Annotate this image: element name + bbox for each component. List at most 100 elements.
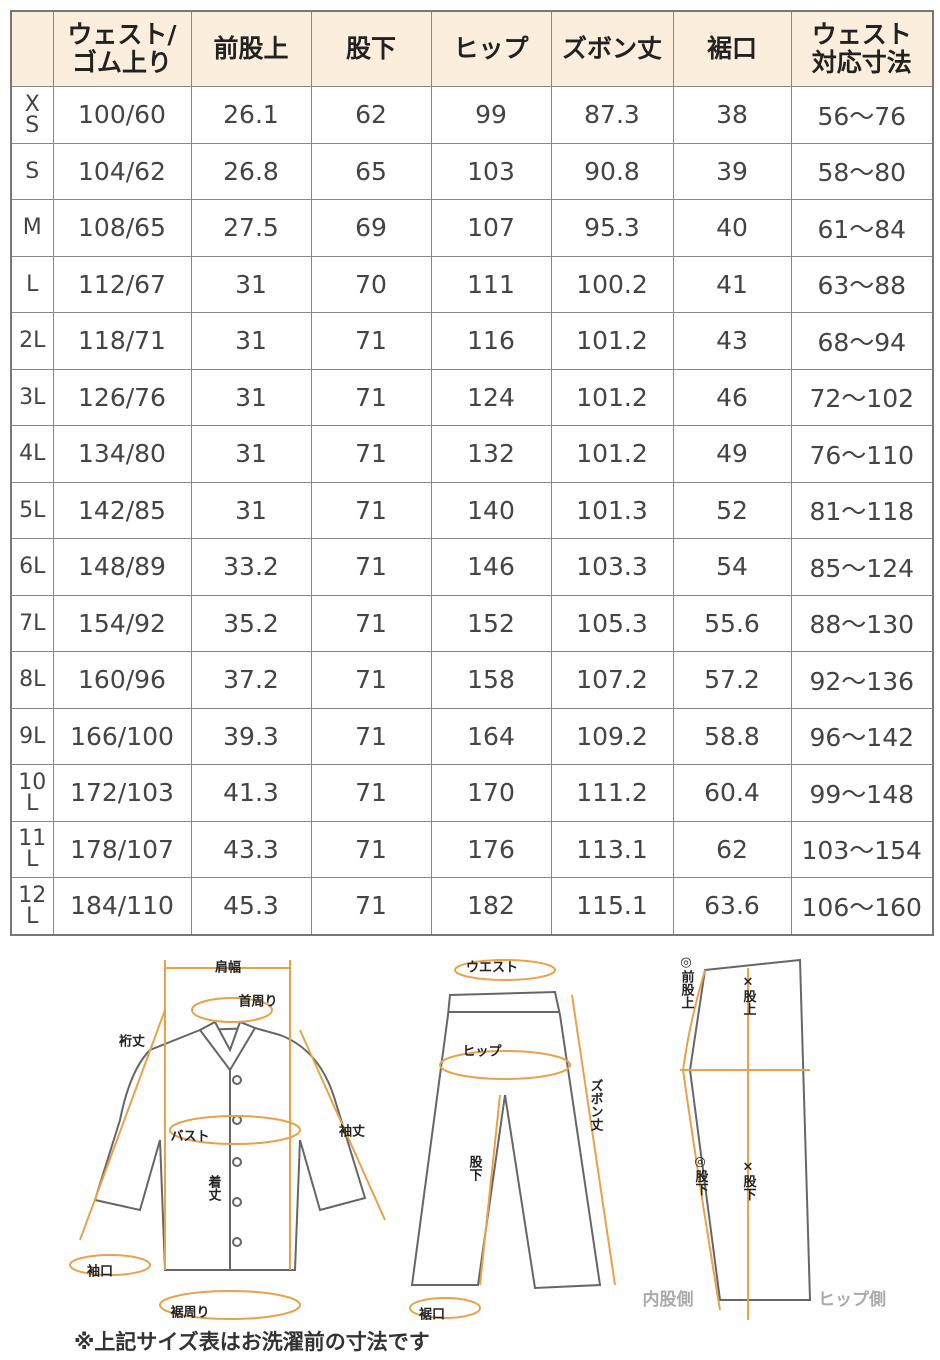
cell: 115.1: [550, 877, 674, 935]
cell: 62: [310, 86, 432, 144]
cell: 164: [430, 707, 552, 765]
cell: 31: [190, 368, 312, 426]
diagram-label: 肩幅: [215, 960, 241, 976]
size-row: 8L 160/96 37.2 71 158 107.2 57.2 92～136: [10, 651, 934, 709]
cell: 111.2: [550, 764, 674, 822]
cell: 160/96: [52, 651, 192, 709]
diagram-label: ヒップ側: [818, 1289, 886, 1310]
cell: 71: [310, 368, 432, 426]
diagram-label: ヒップ: [462, 1045, 502, 1060]
cell: 101.2: [550, 425, 674, 483]
size-label: 8L: [10, 651, 54, 709]
cell: 100.2: [550, 255, 674, 313]
cell: 176: [430, 820, 552, 878]
cell: 71: [310, 764, 432, 822]
size-label: XS: [10, 86, 54, 144]
diagram-label: 着丈: [206, 1174, 223, 1202]
diagram-label: 裄丈: [118, 1034, 145, 1050]
size-label: L: [10, 255, 54, 313]
cell: 43.3: [190, 820, 312, 878]
cell: 178/107: [52, 820, 192, 878]
cell: 108/65: [52, 199, 192, 257]
diagram-label: ×股下: [741, 1160, 757, 1202]
size-label: 2L: [10, 312, 54, 370]
cell: 71: [310, 312, 432, 370]
diagram-label: 裾口: [419, 1307, 445, 1323]
cell: 43: [672, 312, 792, 370]
cell: 55.6: [672, 594, 792, 652]
cell: 90.8: [550, 142, 674, 200]
cell: 63.6: [672, 877, 792, 935]
cell: 92～136: [790, 651, 934, 709]
header-cell: ウェスト 対応寸法: [790, 10, 934, 87]
size-text: 6L: [19, 554, 46, 580]
size-row: 10L 172/103 41.3 71 170 111.2 60.4 99～148: [10, 764, 934, 822]
header-cell: 前股上: [190, 10, 312, 87]
diagram-label: 裾周り: [170, 1305, 209, 1321]
size-row: S 104/62 26.8 65 103 90.8 39 58～80: [10, 142, 934, 200]
cell: 126/76: [52, 368, 192, 426]
size-row: 6L 148/89 33.2 71 146 103.3 54 85～124: [10, 538, 934, 596]
cell: 71: [310, 820, 432, 878]
size-text: 10L: [18, 769, 47, 816]
size-row: 5L 142/85 31 71 140 101.3 52 81～118: [10, 481, 934, 539]
size-text: 2L: [19, 328, 46, 354]
cell: 65: [310, 142, 432, 200]
header-cell: 裾口: [672, 10, 792, 87]
cell: 101.2: [550, 368, 674, 426]
diagram-label: 内股側: [643, 1289, 694, 1310]
diagram-label: ◎前股上: [679, 955, 695, 1009]
cell: 71: [310, 707, 432, 765]
header-row: ウェスト/ ゴム上り 前股上 股下 ヒップ ズボン丈 裾口 ウェスト 対応寸法: [10, 10, 934, 87]
footnote: ※上記サイズ表はお洗濯前の寸法です: [74, 1330, 430, 1354]
header-cell: ズボン丈: [550, 10, 674, 87]
diagram-label: ウエスト: [466, 961, 518, 976]
size-text: 7L: [19, 610, 46, 636]
cell: 31: [190, 312, 312, 370]
cell: 124: [430, 368, 552, 426]
cell: 58～80: [790, 142, 934, 200]
size-row: 7L 154/92 35.2 71 152 105.3 55.6 88～130: [10, 594, 934, 652]
size-label: M: [10, 199, 54, 257]
cell: 56～76: [790, 86, 934, 144]
size-row: XS 100/60 26.1 62 99 87.3 38 56～76: [10, 86, 934, 144]
diagram-label: 袖口: [87, 1264, 113, 1280]
cell: 95.3: [550, 199, 674, 257]
cell: 31: [190, 255, 312, 313]
size-row: 12L 184/110 45.3 71 182 115.1 63.6 106～160: [10, 877, 934, 935]
cell: 109.2: [550, 707, 674, 765]
size-text: 12L: [18, 882, 47, 929]
cell: 26.1: [190, 86, 312, 144]
cell: 142/85: [52, 481, 192, 539]
cell: 118/71: [52, 312, 192, 370]
cell: 45.3: [190, 877, 312, 935]
cell: 35.2: [190, 594, 312, 652]
size-label: 3L: [10, 368, 54, 426]
diagram-label: バスト: [170, 1130, 209, 1145]
cell: 81～118: [790, 481, 934, 539]
cell: 146: [430, 538, 552, 596]
cell: 70: [310, 255, 432, 313]
cell: 71: [310, 425, 432, 483]
size-row: 2L 118/71 31 71 116 101.2 43 68～94: [10, 312, 934, 370]
cell: 39.3: [190, 707, 312, 765]
cell: 172/103: [52, 764, 192, 822]
cell: 104/62: [52, 142, 192, 200]
header-cell: ウェスト/ ゴム上り: [52, 10, 192, 87]
cell: 152: [430, 594, 552, 652]
cell: 88～130: [790, 594, 934, 652]
diagram-label: 袖丈: [339, 1124, 365, 1140]
size-text: 5L: [19, 497, 46, 523]
cell: 103: [430, 142, 552, 200]
cell: 33.2: [190, 538, 312, 596]
cell: 148/89: [52, 538, 192, 596]
cell: 54: [672, 538, 792, 596]
diagram-label: 首周り: [238, 994, 277, 1010]
cell: 100/60: [52, 86, 192, 144]
size-text: 11L: [18, 826, 47, 873]
cell: 99～148: [790, 764, 934, 822]
cell: 26.8: [190, 142, 312, 200]
cell: 103.3: [550, 538, 674, 596]
cell: 134/80: [52, 425, 192, 483]
